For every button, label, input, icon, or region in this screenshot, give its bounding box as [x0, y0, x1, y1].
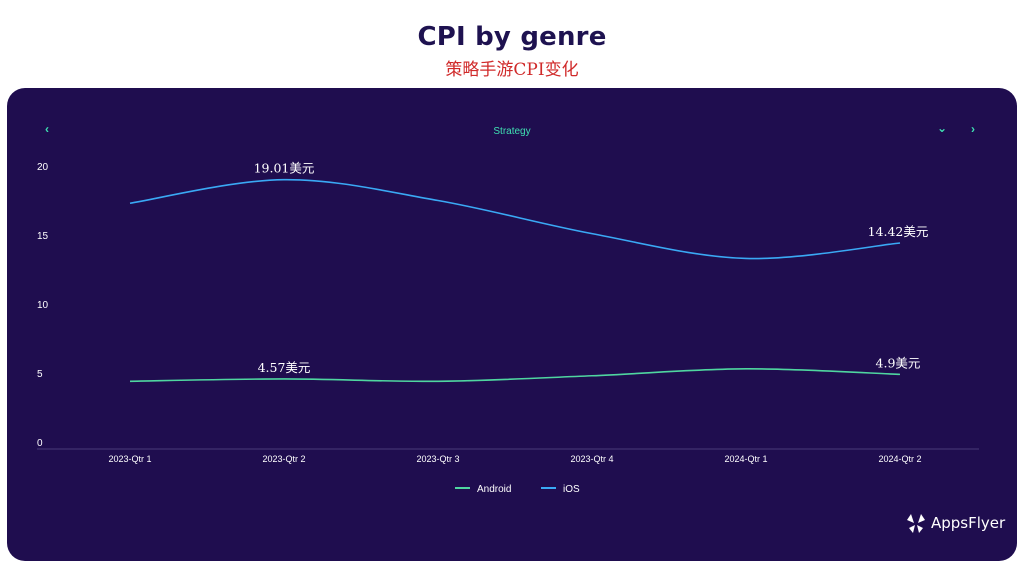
series-line-ios [129, 178, 901, 260]
series-line-android [129, 368, 901, 383]
x-tick-label: 2024-Qtr 2 [878, 454, 921, 464]
x-tick-label: 2023-Qtr 2 [262, 454, 305, 464]
next-genre-button[interactable]: › [971, 122, 975, 136]
data-label-android: 4.9美元 [876, 355, 921, 370]
genre-dropdown-icon[interactable]: ⌄ [937, 121, 948, 135]
chart-data-labels: 4.57美元 4.9美元 19.01美元 14.42美元 [254, 161, 929, 375]
x-tick-label: 2023-Qtr 4 [570, 454, 613, 464]
x-tick-label: 2023-Qtr 1 [108, 454, 151, 464]
chart-axes: 0 5 10 15 20 2023-Qtr 1 2023-Qtr 2 2023-Qtr 3 20… [37, 162, 979, 464]
prev-genre-button[interactable]: ‹ [45, 122, 49, 136]
chart-lines [129, 178, 901, 383]
y-tick-label: 20 [37, 162, 49, 173]
line-chart: 0 5 10 15 20 2023-Qtr 1 2023-Qtr 2 2023-Qtr 3 20… [37, 161, 979, 495]
chart-panel: ‹ Strategy ⌄ › 0 5 10 15 20 2023-Qtr 1 2023-Qt… [7, 88, 1017, 561]
data-label-ios: 19.01美元 [254, 161, 315, 176]
legend-label-ios: iOS [563, 484, 580, 495]
y-tick-label: 15 [37, 231, 49, 242]
chart-legend: Android iOS [455, 484, 580, 495]
appsflyer-logo: AppsFlyer [905, 512, 1005, 534]
chart-subtitle: 策略手游CPI变化 [445, 60, 579, 80]
genre-label: Strategy [493, 126, 531, 137]
chart-title: CPI by genre [417, 22, 607, 52]
y-tick-label: 10 [37, 300, 49, 311]
legend-label-android: Android [477, 484, 511, 495]
y-tick-label: 5 [37, 369, 43, 380]
x-tick-label: 2023-Qtr 3 [416, 454, 459, 464]
data-label-android: 4.57美元 [258, 360, 311, 375]
brand-name: AppsFlyer [931, 514, 1006, 532]
appsflyer-bird-icon [907, 514, 925, 533]
y-tick-label: 0 [37, 438, 43, 449]
x-tick-label: 2024-Qtr 1 [724, 454, 767, 464]
data-label-ios: 14.42美元 [868, 224, 929, 239]
